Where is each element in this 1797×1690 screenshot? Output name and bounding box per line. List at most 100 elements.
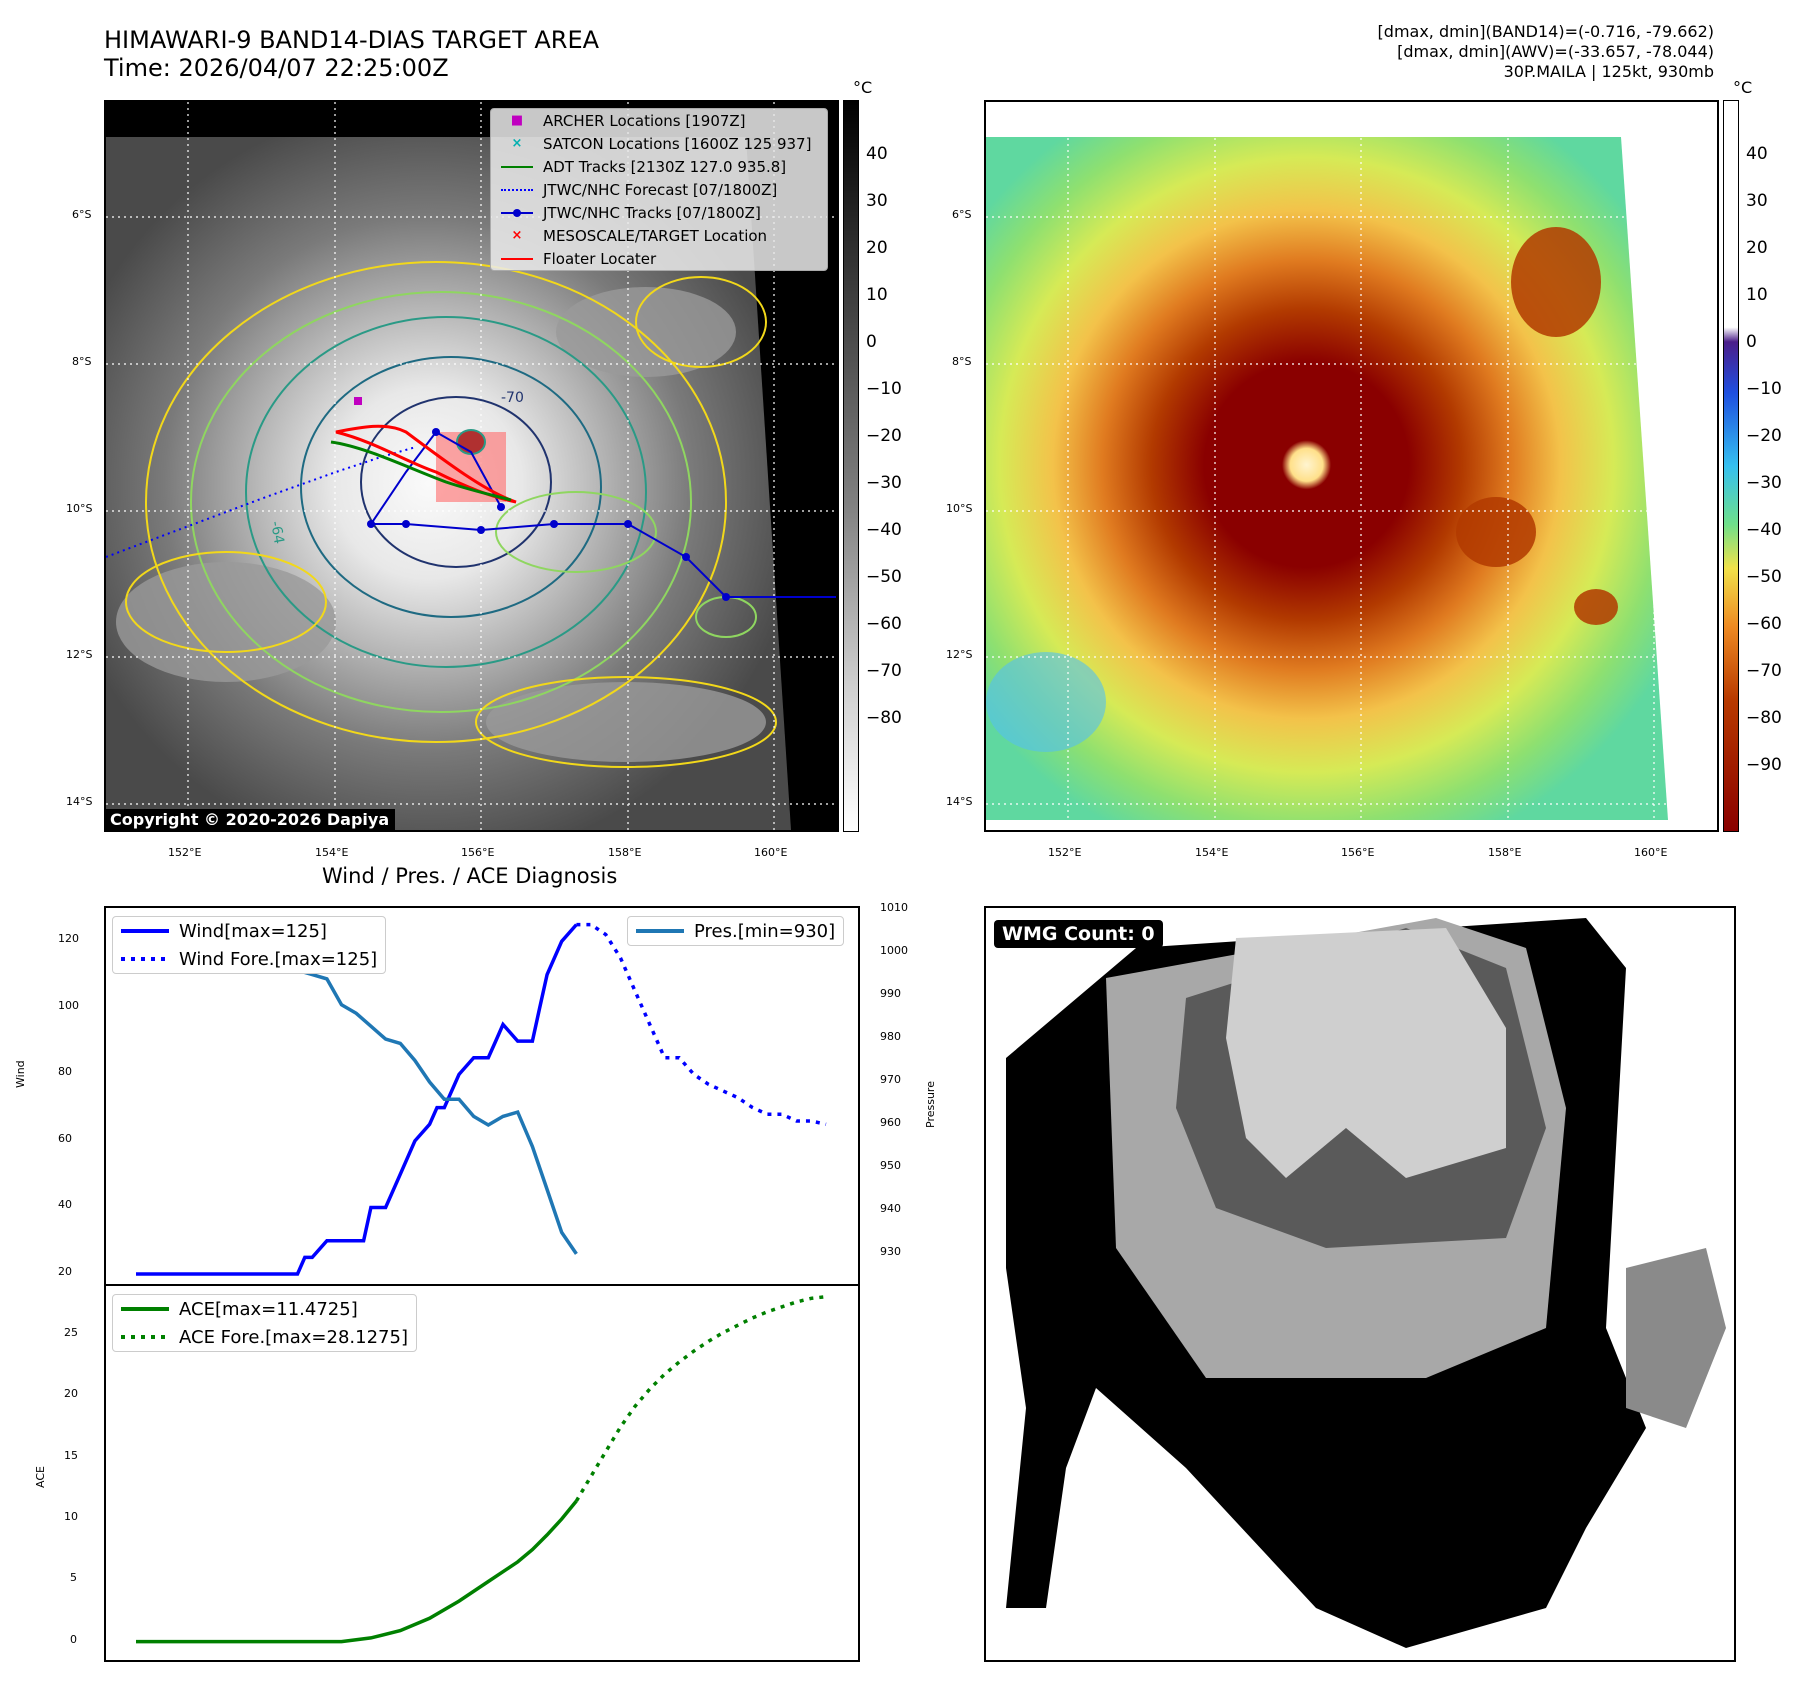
legend-wind-forecast: Wind Fore.[max=125] xyxy=(121,948,378,970)
pressure-y-tick: 1010 xyxy=(880,901,908,915)
eye xyxy=(456,429,486,455)
colorbar-left-tick: −40 xyxy=(866,520,902,540)
colorbar-right-tick: 30 xyxy=(1746,191,1768,211)
line-icon xyxy=(499,257,535,260)
storm-info: [dmax, dmin](BAND14)=(-0.716, -79.662) [… xyxy=(1378,22,1714,82)
lat-label-14s: 14°S xyxy=(66,795,93,808)
line-icon xyxy=(499,165,535,168)
pressure-y-tick: 980 xyxy=(880,1030,901,1044)
lat-label-12s: 12°S xyxy=(66,648,93,661)
square-icon: ■ xyxy=(510,113,524,128)
wmg-panel xyxy=(984,906,1736,1662)
ace-y-tick: 10 xyxy=(64,1509,78,1523)
cross-icon: × xyxy=(511,136,523,151)
legend-satcon: × SATCON Locations [1600Z 125 937] xyxy=(491,132,827,155)
colorbar-right-tick: −80 xyxy=(1746,708,1782,728)
wind-axis-label: Wind xyxy=(14,1060,27,1088)
colorbar-left-tick: 10 xyxy=(866,285,888,305)
jtwc-track-points xyxy=(367,428,730,601)
ir-map-svg: -64 -70 xyxy=(106,102,837,830)
colorbar-left-tick: −20 xyxy=(866,426,902,446)
title-line-2: Time: 2026/04/07 22:25:00Z xyxy=(104,54,449,82)
ace-legend: ACE[max=11.4725] ACE Fore.[max=28.1275] xyxy=(112,1294,417,1352)
chart-title: Wind / Pres. / ACE Diagnosis xyxy=(322,864,618,888)
wind-y-tick: 40 xyxy=(58,1198,72,1212)
colorbar-left xyxy=(843,100,859,832)
colorbar-right-unit: °C xyxy=(1733,78,1753,97)
storm-id-intensity: 30P.MAILA | 125kt, 930mb xyxy=(1503,62,1714,81)
legend-mesoscale: × MESOSCALE/TARGET Location xyxy=(491,224,827,247)
awv-lat-label-14s: 14°S xyxy=(946,795,973,808)
adt-track xyxy=(330,440,512,502)
ace-y-tick: 25 xyxy=(64,1326,78,1340)
colorbar-right-tick: −90 xyxy=(1746,755,1782,775)
colorbar-right-tick: 40 xyxy=(1746,144,1768,164)
colorbar-left-tick: 40 xyxy=(866,144,888,164)
colorbar-left-tick: −70 xyxy=(866,661,902,681)
wind-y-tick: 20 xyxy=(58,1265,72,1279)
legend-ace: ACE[max=11.4725] xyxy=(121,1298,358,1320)
awv-lon-label-152e: 152°E xyxy=(1048,846,1082,859)
wmg-eye-region xyxy=(1226,928,1506,1178)
lat-label-10s: 10°S xyxy=(66,502,93,515)
wind-y-tick: 120 xyxy=(58,932,79,946)
colorbar-right-tick: −50 xyxy=(1746,567,1782,587)
awv-lat-label-6s: 6°S xyxy=(952,208,972,221)
lon-label-158e: 158°E xyxy=(608,846,642,859)
dry-region xyxy=(986,652,1106,752)
contour-label-70: -70 xyxy=(501,390,524,406)
legend-floater: Floater Locater xyxy=(491,247,827,270)
series-line-1 xyxy=(576,922,827,1127)
lon-label-160e: 160°E xyxy=(754,846,788,859)
legend-ace-forecast: ACE Fore.[max=28.1275] xyxy=(121,1326,408,1348)
pressure-y-tick: 960 xyxy=(880,1116,901,1129)
contours xyxy=(125,261,777,768)
ace-axis-label: ACE xyxy=(34,1466,47,1488)
wind-y-tick: 100 xyxy=(58,998,79,1012)
awv-convective-cells xyxy=(1456,227,1618,625)
wind-y-tick: 60 xyxy=(58,1131,72,1145)
ace-svg xyxy=(136,1294,827,1644)
ace-series-line-1 xyxy=(574,1294,827,1502)
pressure-y-tick: 970 xyxy=(880,1073,901,1087)
awv-imagery xyxy=(986,137,1668,820)
lat-label-6s: 6°S xyxy=(72,208,92,221)
legend-wind: Wind[max=125] xyxy=(121,920,327,942)
dmax-dmin-band14: [dmax, dmin](BAND14)=(-0.716, -79.662) xyxy=(1377,22,1714,41)
cross-icon: × xyxy=(511,228,523,243)
awv-grid-lines xyxy=(986,102,1717,830)
awv-lon-label-160e: 160°E xyxy=(1634,846,1668,859)
pressure-axis-label: Pressure xyxy=(924,1081,937,1128)
ace-y-tick: 15 xyxy=(64,1448,78,1462)
pressure-y-tick: 930 xyxy=(880,1244,901,1258)
awv-lat-label-10s: 10°S xyxy=(946,502,973,515)
awv-map-panel xyxy=(984,100,1719,832)
line-dot-icon xyxy=(499,208,535,218)
colorbar-right-tick: −30 xyxy=(1746,473,1782,493)
archer-location xyxy=(354,397,362,405)
colorbar-right-tick: −40 xyxy=(1746,520,1782,540)
wmg-count-label: WMG Count: 0 xyxy=(994,920,1163,948)
legend-adt: ADT Tracks [2130Z 127.0 935.8] xyxy=(491,155,827,178)
legend-jtwc-tracks: JTWC/NHC Tracks [07/1800Z] xyxy=(491,201,827,224)
colorbar-left-tick: −50 xyxy=(866,567,902,587)
awv-lon-label-154e: 154°E xyxy=(1195,846,1229,859)
legend-forecast: JTWC/NHC Forecast [07/1800Z] xyxy=(491,178,827,201)
colorbar-left-tick: 0 xyxy=(866,332,877,352)
lon-label-152e: 152°E xyxy=(168,846,202,859)
pressure-y-tick: 990 xyxy=(880,987,901,1001)
awv-lat-label-8s: 8°S xyxy=(952,355,972,368)
awv-lon-label-156e: 156°E xyxy=(1341,846,1375,859)
map-legend: ■ ARCHER Locations [1907Z] × SATCON Locati… xyxy=(490,108,828,271)
colorbar-right-tick: −60 xyxy=(1746,614,1782,634)
title-line-1: HIMAWARI-9 BAND14-DIAS TARGET AREA xyxy=(104,26,600,54)
wind-y-tick: 80 xyxy=(58,1065,72,1079)
colorbar-left-tick: 30 xyxy=(866,191,888,211)
colorbar-right-tick: 20 xyxy=(1746,238,1768,258)
legend-archer: ■ ARCHER Locations [1907Z] xyxy=(491,109,827,132)
colorbar-right-tick: 0 xyxy=(1746,332,1757,352)
pressure-y-tick: 1000 xyxy=(880,944,908,958)
colorbar-right-tick: −20 xyxy=(1746,426,1782,446)
lon-label-154e: 154°E xyxy=(315,846,349,859)
awv-map-svg xyxy=(986,102,1717,830)
